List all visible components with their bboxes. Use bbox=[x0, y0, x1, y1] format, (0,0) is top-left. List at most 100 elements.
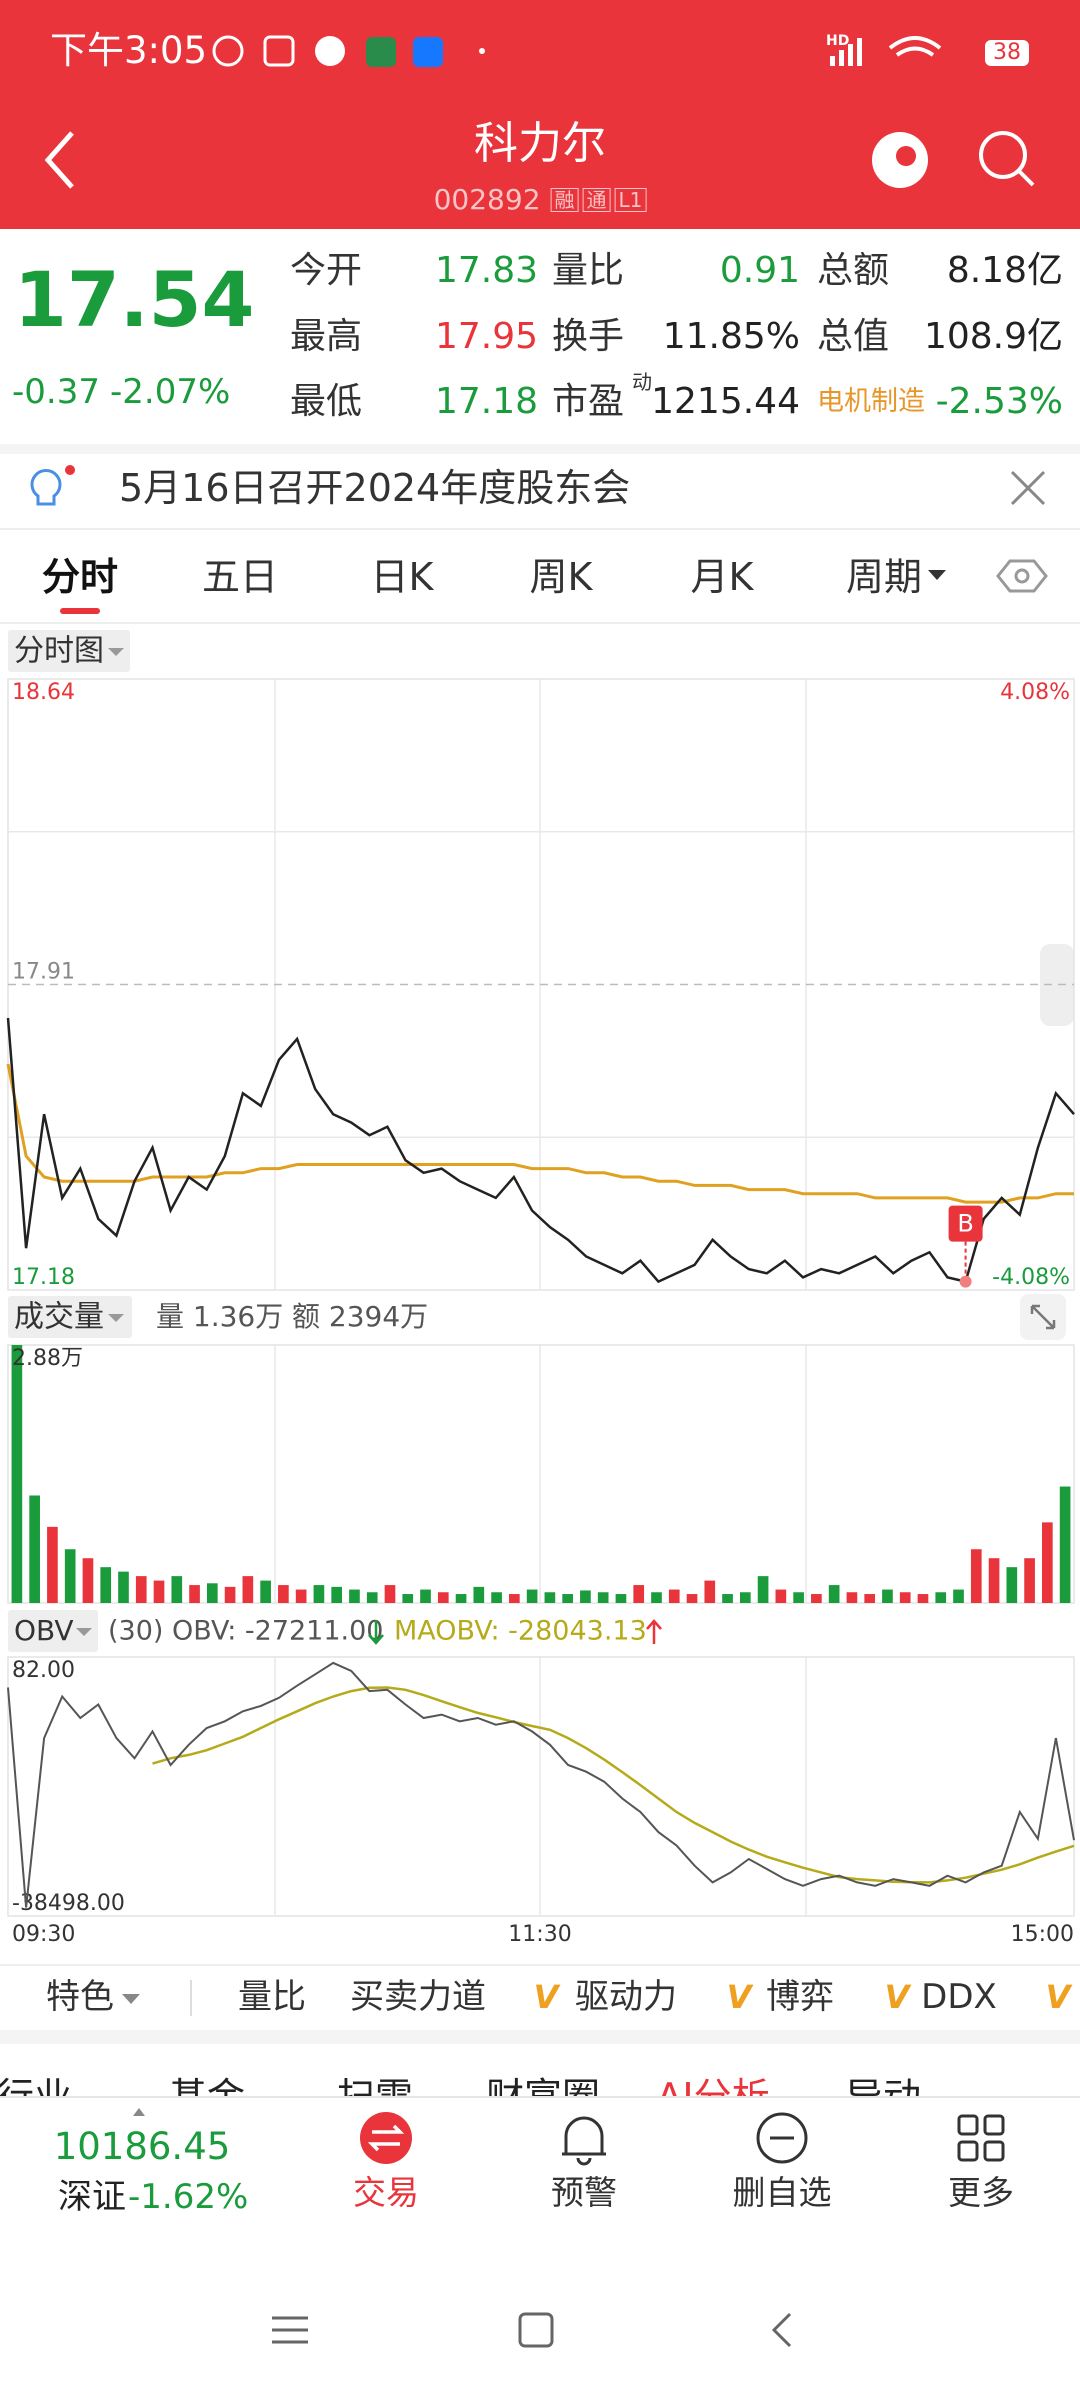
volume-bar bbox=[1059, 1486, 1071, 1603]
field-label: 最低 bbox=[290, 381, 363, 422]
remove-icon bbox=[756, 2112, 808, 2164]
obv-axis-label: 82.00 bbox=[12, 1658, 75, 1683]
price-change: -0.37 bbox=[12, 372, 100, 412]
price-axis-label: 17.18 bbox=[12, 1265, 75, 1290]
volume-bar bbox=[828, 1585, 840, 1603]
toolbar-item[interactable]: 驱动力 bbox=[575, 1977, 677, 2017]
settings-dot bbox=[1014, 568, 1030, 584]
dropdown-arrow bbox=[928, 570, 946, 580]
volume-bar bbox=[597, 1592, 609, 1603]
expand-icon bbox=[1030, 1304, 1056, 1330]
volume-bar bbox=[917, 1594, 929, 1603]
volume-bar bbox=[970, 1549, 982, 1603]
volume-bar bbox=[793, 1592, 804, 1603]
app-icon bbox=[315, 36, 345, 66]
volume-bar bbox=[473, 1586, 485, 1603]
back-button[interactable] bbox=[771, 2312, 792, 2348]
dropdown-arrow bbox=[122, 1994, 140, 2004]
toolbar-item[interactable]: 特色 bbox=[46, 1977, 114, 2017]
stock-title: 科力尔 bbox=[474, 118, 606, 169]
volume-bar bbox=[562, 1594, 573, 1603]
volume-bar bbox=[899, 1592, 911, 1603]
trade-arrows bbox=[367, 2124, 405, 2152]
volume-bar bbox=[491, 1592, 502, 1603]
volume-bar bbox=[278, 1585, 289, 1603]
volume-bar bbox=[29, 1495, 40, 1603]
volume-bar bbox=[242, 1576, 254, 1603]
chart-tab[interactable]: 周K bbox=[529, 555, 593, 599]
back-button[interactable] bbox=[44, 131, 74, 189]
notice-bar[interactable] bbox=[0, 444, 1080, 528]
toolbar-item[interactable]: 量比 bbox=[238, 1977, 306, 2017]
side-handle[interactable] bbox=[1040, 944, 1074, 1026]
volume-bar bbox=[544, 1592, 556, 1603]
sub-tab[interactable]: 基金 bbox=[169, 2078, 245, 2096]
field-value: 17.18 bbox=[434, 381, 538, 422]
chip-arrow bbox=[108, 1314, 124, 1322]
volume-bar bbox=[953, 1589, 964, 1603]
close-button[interactable] bbox=[1010, 470, 1046, 506]
menu-button[interactable] bbox=[272, 2316, 308, 2344]
obv-line bbox=[7, 1661, 1075, 1908]
obv-chip[interactable] bbox=[8, 1610, 98, 1652]
price-line bbox=[6, 1017, 1075, 1284]
volume-bar bbox=[82, 1558, 94, 1603]
home-button[interactable] bbox=[518, 2312, 554, 2348]
plot-frame bbox=[7, 1656, 1075, 1917]
volume-chip[interactable] bbox=[8, 1296, 132, 1338]
nav-item[interactable]: 交易 bbox=[353, 2173, 419, 2212]
nav-item[interactable]: 更多 bbox=[948, 2173, 1014, 2212]
wifi-icon bbox=[888, 36, 942, 57]
chart-tab[interactable]: 五日 bbox=[201, 555, 279, 599]
volume-bar bbox=[260, 1580, 271, 1603]
volume-bar bbox=[118, 1571, 129, 1603]
nav-item[interactable]: 删自选 bbox=[732, 2173, 832, 2212]
feature-badge: V bbox=[884, 1978, 910, 2016]
divider bbox=[0, 528, 1080, 530]
sub-tabs: 行业 基金 扫雷 财富圈 AI分析 异动 bbox=[0, 2044, 1080, 2096]
volume-bar bbox=[1024, 1558, 1035, 1603]
toolbar-item[interactable]: DDX bbox=[921, 1977, 997, 2017]
chart-tab[interactable]: 分时 bbox=[41, 555, 119, 599]
pct-axis-label: 4.08% bbox=[1000, 680, 1070, 705]
volume-bar bbox=[864, 1594, 876, 1603]
search-handle bbox=[1017, 169, 1035, 187]
price-axis-label: 17.91 bbox=[12, 960, 75, 985]
volume-bar bbox=[633, 1585, 645, 1603]
divider bbox=[0, 1964, 1080, 1966]
status-network: HD bbox=[826, 33, 850, 49]
sub-tab[interactable]: 扫雷 bbox=[337, 2078, 413, 2096]
price-change-pct: -2.07% bbox=[110, 372, 231, 412]
header-bar bbox=[0, 0, 1080, 229]
chart-tab[interactable]: 月K bbox=[690, 555, 754, 599]
search-button[interactable] bbox=[979, 131, 1027, 179]
chart-chip[interactable] bbox=[8, 630, 130, 672]
avg-price-line bbox=[6, 1063, 1074, 1204]
chart-tab[interactable]: 日K bbox=[370, 555, 434, 599]
sub-tab[interactable]: 行业 bbox=[0, 2078, 72, 2096]
volume-bar bbox=[1006, 1567, 1018, 1603]
sub-tab[interactable]: AI分析 bbox=[656, 2078, 769, 2096]
chart-tab[interactable]: 周期 bbox=[845, 555, 923, 599]
field-value: 11.85% bbox=[662, 316, 800, 357]
volume-bar bbox=[100, 1567, 112, 1603]
up-arrow bbox=[646, 1619, 662, 1644]
field-value: 108.9亿 bbox=[923, 316, 1063, 357]
settings-button[interactable] bbox=[996, 559, 1048, 593]
sub-tab[interactable]: 财富圈 bbox=[486, 2078, 600, 2096]
price-axis-label: 18.64 bbox=[12, 680, 75, 705]
nav-item[interactable]: 预警 bbox=[551, 2173, 617, 2212]
volume-bar bbox=[686, 1594, 698, 1603]
maobv-line bbox=[152, 1686, 1075, 1884]
plot-frame bbox=[7, 1344, 1075, 1604]
feature-badge: V bbox=[726, 1978, 752, 2016]
field-label-sup: 动 bbox=[632, 370, 652, 394]
time-label: 09:30 bbox=[12, 1922, 75, 1947]
volume-bar bbox=[1042, 1522, 1053, 1603]
toolbar-item[interactable]: 买卖力道 bbox=[350, 1977, 486, 2017]
sub-tab[interactable]: 异动 bbox=[845, 2078, 921, 2096]
toolbar-item[interactable]: 博弈 bbox=[766, 1977, 834, 2017]
volume-bar bbox=[739, 1592, 751, 1603]
toolbar-icons bbox=[122, 1980, 192, 2016]
status-time: 下午3:05 bbox=[50, 29, 208, 72]
